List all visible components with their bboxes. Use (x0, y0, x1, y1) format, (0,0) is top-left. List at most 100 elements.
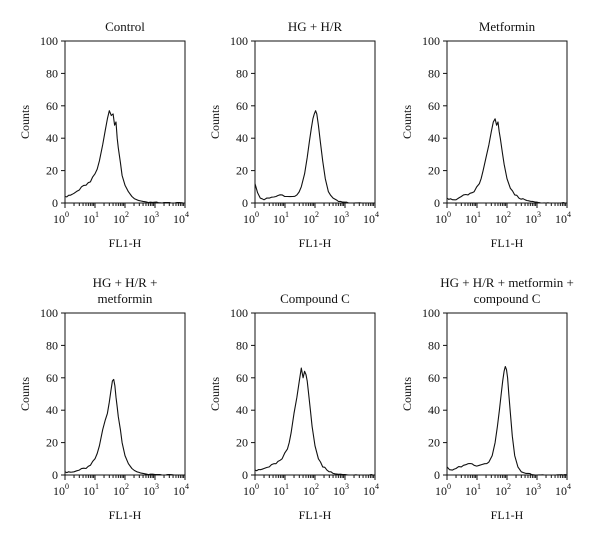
y-axis-label: Counts (18, 105, 32, 139)
x-tick-base: 10 (83, 212, 95, 226)
x-tick-label: 101 (273, 482, 289, 498)
histogram-trace (254, 110, 375, 204)
y-tick-label: 100 (422, 306, 440, 320)
x-tick-base: 10 (53, 212, 65, 226)
x-tick-label: 100 (243, 210, 259, 226)
x-tick-exponent: 1 (285, 210, 289, 219)
x-tick-label: 103 (333, 482, 349, 498)
x-tick-label: 103 (143, 210, 159, 226)
y-tick-label: 80 (46, 66, 58, 80)
x-tick-base: 10 (173, 484, 185, 498)
x-tick-base: 10 (113, 484, 125, 498)
x-tick-label: 102 (113, 482, 129, 498)
y-tick-label: 80 (46, 338, 58, 352)
y-tick-label: 40 (46, 131, 58, 145)
x-tick-label: 104 (363, 210, 379, 226)
y-tick-label: 60 (428, 371, 440, 385)
y-tick-label: 0 (434, 468, 440, 482)
panel-title: Compound C (280, 291, 350, 306)
y-tick-label: 0 (242, 468, 248, 482)
x-axis-label: FL1-H (109, 508, 142, 522)
x-tick-exponent: 3 (537, 482, 541, 491)
x-tick-label: 103 (143, 482, 159, 498)
x-tick-label: 100 (435, 210, 451, 226)
x-tick-label: 101 (465, 210, 481, 226)
x-tick-base: 10 (555, 212, 567, 226)
x-tick-base: 10 (495, 212, 507, 226)
x-tick-exponent: 4 (185, 210, 189, 219)
x-tick-exponent: 0 (255, 482, 259, 491)
x-tick-base: 10 (465, 212, 477, 226)
x-tick-label: 100 (243, 482, 259, 498)
x-tick-exponent: 3 (345, 482, 349, 491)
x-tick-base: 10 (53, 484, 65, 498)
x-tick-label: 100 (53, 482, 69, 498)
x-tick-exponent: 4 (185, 482, 189, 491)
panel-title: compound C (474, 291, 541, 306)
y-tick-label: 60 (236, 99, 248, 113)
y-tick-label: 20 (428, 436, 440, 450)
plot-frame (254, 312, 376, 476)
x-tick-label: 103 (525, 482, 541, 498)
x-tick-label: 101 (83, 482, 99, 498)
y-tick-label: 80 (236, 66, 248, 80)
plot-frame (64, 40, 186, 204)
x-tick-exponent: 4 (567, 482, 571, 491)
panel-title: Control (105, 19, 145, 34)
x-tick-exponent: 0 (447, 482, 451, 491)
y-tick-label: 20 (428, 164, 440, 178)
x-tick-base: 10 (173, 212, 185, 226)
y-tick-label: 40 (46, 403, 58, 417)
x-tick-label: 104 (173, 482, 189, 498)
x-axis-label: FL1-H (299, 236, 332, 250)
x-tick-base: 10 (243, 484, 255, 498)
y-tick-label: 40 (428, 403, 440, 417)
x-tick-base: 10 (303, 484, 315, 498)
x-tick-label: 101 (273, 210, 289, 226)
panel-title: HG + H/R (288, 19, 343, 34)
y-tick-label: 40 (428, 131, 440, 145)
x-tick-label: 102 (113, 210, 129, 226)
histogram-trace (64, 110, 186, 204)
x-tick-base: 10 (435, 212, 447, 226)
y-tick-label: 100 (40, 34, 58, 48)
y-tick-label: 0 (242, 196, 248, 210)
x-tick-base: 10 (435, 484, 447, 498)
y-axis-label: Counts (208, 105, 222, 139)
x-tick-label: 100 (435, 482, 451, 498)
x-tick-exponent: 2 (507, 482, 511, 491)
x-tick-base: 10 (495, 484, 507, 498)
x-tick-base: 10 (555, 484, 567, 498)
x-tick-exponent: 2 (315, 210, 319, 219)
x-tick-base: 10 (465, 484, 477, 498)
x-tick-label: 102 (303, 482, 319, 498)
y-tick-label: 0 (52, 468, 58, 482)
x-axis-label: FL1-H (299, 508, 332, 522)
y-tick-label: 60 (428, 99, 440, 113)
y-tick-label: 20 (236, 436, 248, 450)
x-tick-label: 100 (53, 210, 69, 226)
x-tick-exponent: 2 (507, 210, 511, 219)
panel-title: Metformin (479, 19, 536, 34)
x-tick-exponent: 1 (95, 482, 99, 491)
x-tick-exponent: 0 (447, 210, 451, 219)
x-tick-base: 10 (363, 212, 375, 226)
x-tick-exponent: 1 (477, 210, 481, 219)
plot-frame (64, 312, 186, 476)
y-tick-label: 60 (236, 371, 248, 385)
x-tick-base: 10 (83, 484, 95, 498)
x-tick-exponent: 3 (155, 482, 159, 491)
histogram-trace (446, 365, 568, 476)
x-tick-base: 10 (333, 212, 345, 226)
x-axis-label: FL1-H (491, 236, 524, 250)
y-tick-label: 20 (46, 164, 58, 178)
x-tick-exponent: 3 (345, 210, 349, 219)
y-axis-label: Counts (400, 377, 414, 411)
x-tick-base: 10 (303, 212, 315, 226)
panel-title: metformin (98, 291, 153, 306)
y-axis-label: Counts (400, 105, 414, 139)
x-tick-base: 10 (273, 212, 285, 226)
x-tick-label: 104 (555, 210, 571, 226)
